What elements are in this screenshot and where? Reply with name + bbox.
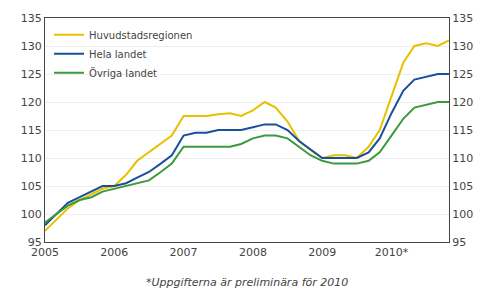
svg-text:110: 110 bbox=[452, 152, 473, 165]
svg-text:105: 105 bbox=[21, 180, 42, 193]
svg-text:135: 135 bbox=[452, 12, 473, 25]
svg-text:Hela landet: Hela landet bbox=[89, 49, 147, 60]
svg-text:2008: 2008 bbox=[239, 246, 267, 259]
svg-text:2009: 2009 bbox=[308, 246, 336, 259]
svg-text:95: 95 bbox=[28, 236, 42, 249]
svg-text:Övriga landet: Övriga landet bbox=[89, 67, 157, 79]
svg-text:120: 120 bbox=[21, 96, 42, 109]
svg-text:100: 100 bbox=[21, 208, 42, 221]
svg-text:110: 110 bbox=[21, 152, 42, 165]
svg-text:2007: 2007 bbox=[170, 246, 198, 259]
svg-text:2010*: 2010* bbox=[375, 246, 409, 259]
svg-text:115: 115 bbox=[452, 124, 473, 137]
svg-text:115: 115 bbox=[21, 124, 42, 137]
svg-text:105: 105 bbox=[452, 180, 473, 193]
svg-text:95: 95 bbox=[452, 236, 466, 249]
svg-text:100: 100 bbox=[452, 208, 473, 221]
svg-text:Huvudstadsregionen: Huvudstadsregionen bbox=[89, 30, 192, 41]
svg-text:130: 130 bbox=[21, 40, 42, 53]
svg-text:130: 130 bbox=[452, 40, 473, 53]
svg-text:135: 135 bbox=[21, 12, 42, 25]
svg-text:2005: 2005 bbox=[31, 246, 59, 259]
svg-text:125: 125 bbox=[21, 68, 42, 81]
svg-text:125: 125 bbox=[452, 68, 473, 81]
svg-text:2006: 2006 bbox=[100, 246, 128, 259]
svg-text:*Uppgifterna är preliminära fö: *Uppgifterna är preliminära för 2010 bbox=[146, 276, 348, 289]
svg-text:120: 120 bbox=[452, 96, 473, 109]
